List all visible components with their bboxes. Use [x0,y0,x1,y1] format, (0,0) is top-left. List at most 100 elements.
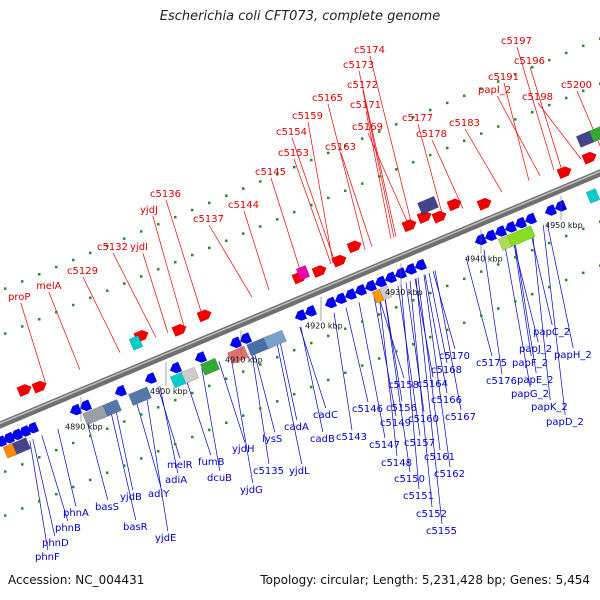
track-dot [429,335,432,339]
reverse-gene-arrow [2,431,16,444]
bottom-label-connector [57,428,77,507]
backbone-line [0,169,600,429]
track-dot [446,146,449,150]
bottom-label-connector [383,291,403,402]
top-label-connector [503,82,530,181]
bottom-gene-label: papD_2 [546,417,584,428]
bottom-gene-label: c5135 [253,466,284,477]
bottom-label-connector [278,335,298,421]
top-gene-label: c5200 [561,80,592,91]
reverse-gene-arrow [484,229,498,242]
reverse-gene-arrow [474,233,488,246]
bottom-gene-label: papG_2 [511,389,549,400]
top-gene-label: c5197 [501,36,532,47]
feature-block [128,335,144,351]
track-dot [565,278,568,282]
track-dot [480,132,483,135]
top-label-connector [340,152,373,247]
track-dot [72,303,75,307]
top-label-connector [369,55,414,230]
track-dot [412,160,415,164]
track-dot [38,500,41,503]
track-dot [123,420,126,423]
bottom-label-connector [201,368,221,472]
reverse-gene-arrow [169,361,183,374]
bottom-gene-label: papE_2 [517,375,554,386]
track-dot [412,115,415,119]
bottom-label-connector [428,272,448,364]
track-dot [191,391,194,395]
bottom-gene-label: basS [95,502,119,513]
coordinate-ticks: 4890 kbp 4900 kbp 4910 kbp 4920 kbp 4930 kbp… [65,195,583,432]
forward-gene-arrow [401,219,417,233]
feature-block [180,366,200,384]
reverse-gene-arrow [344,288,358,300]
bottom-gene-label: papH_2 [554,350,592,361]
bottom-gene-label: yjdL [289,466,310,477]
track-dot [225,194,228,197]
top-gene-label: c5137 [193,214,224,225]
bottom-label-connector [397,285,421,437]
track-dot [123,464,126,467]
track-dot [140,275,143,278]
track-dot [276,218,279,221]
track-dot [208,201,211,205]
bottom-gene-label: dcuB [207,473,232,484]
track-dot [378,313,381,316]
forward-gene-arrow [446,198,462,212]
top-gene-label: yjdJ [140,205,158,216]
top-gene-label: c5154 [276,127,307,138]
feature-block [227,345,249,365]
bottom-gene-label: c5147 [369,440,400,451]
top-label-connector [431,139,464,209]
reverse-gene-arrow [0,435,8,447]
bottom-label-connector [373,295,397,417]
track-dot [446,328,449,332]
track-dot [208,246,211,250]
track-dot [72,441,75,445]
track-dot [327,151,330,155]
track-dot [191,208,194,212]
bottom-label-connector [377,294,405,379]
track-dot [344,327,347,331]
bottom-label-connector [358,302,386,439]
bottom-label-connector [511,237,539,343]
reverse-gene-arrow [79,399,93,412]
track-dot [548,58,551,62]
feature-block [585,188,600,204]
track-dot [259,363,262,366]
track-dot [395,350,398,353]
top-gene-label: c5172 [347,80,378,91]
backbone-highlight [0,170,600,425]
track-dot [140,457,143,460]
track-dot [497,307,500,310]
top-gene-label: c5178 [416,129,447,140]
top-gene-label: c5153 [278,148,309,159]
track-dot [242,232,245,235]
bottom-gene-label: adiA [165,475,187,486]
track-dot [4,287,7,290]
top-label-connector [142,252,169,333]
label-connectors [20,46,600,551]
reverse-gene-arrow [374,275,388,288]
reverse-gene-arrow [26,421,40,434]
genome-title: Escherichia coli CFT073, complete genome [159,9,441,24]
top-label-connector [464,128,503,193]
track-dot [361,137,364,140]
top-label-connector [293,158,332,265]
top-label-connector [365,110,392,239]
top-gene-label: proP [8,292,30,303]
feature-block [128,386,152,406]
bottom-gene-label: yjdB [120,492,142,503]
bottom-label-connector [41,435,69,522]
track-dot [327,378,330,382]
track-dot [548,285,551,289]
genome-summary-text: Topology: circular; Length: 5,231,428 bp… [260,573,590,587]
track-dot [310,341,313,345]
track-dot [446,101,449,105]
reverse-gene-arrow [544,204,558,216]
track-dot [123,237,126,240]
top-gene-label: c5136 [150,189,181,200]
bottom-gene-label: c5155 [426,526,457,537]
